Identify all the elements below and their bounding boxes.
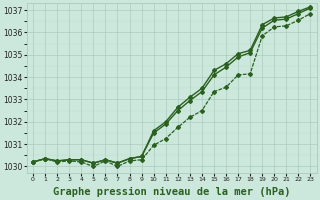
X-axis label: Graphe pression niveau de la mer (hPa): Graphe pression niveau de la mer (hPa) — [53, 186, 291, 197]
